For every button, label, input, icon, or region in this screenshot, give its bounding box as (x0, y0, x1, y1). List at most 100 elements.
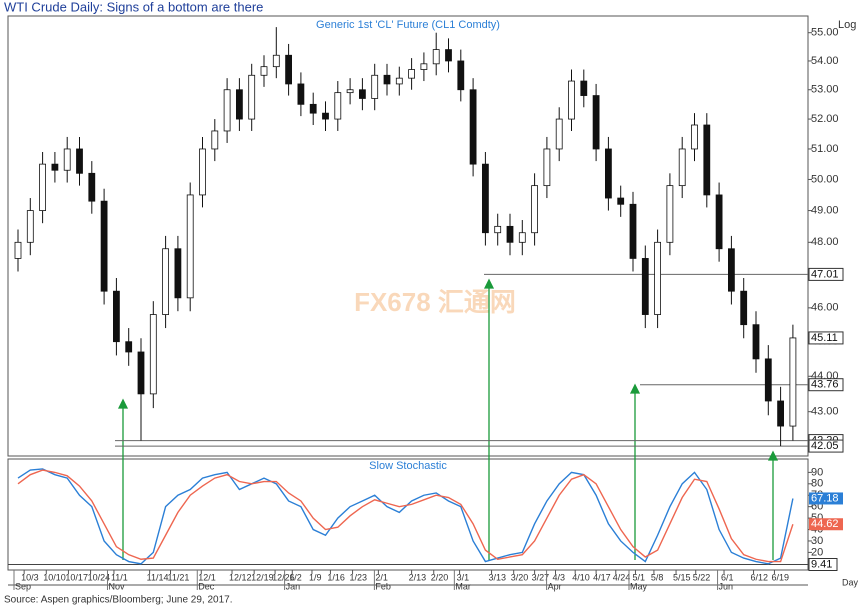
x-tick-label: 12/12 (229, 572, 252, 582)
stoch-tick-label: 90 (811, 466, 823, 478)
candle-body (125, 341, 133, 353)
last-price: 45.11 (811, 332, 838, 344)
candle-body (580, 80, 588, 96)
x-tick-label: 4/10 (572, 572, 590, 582)
candle-body (555, 118, 563, 150)
stoch-line (17, 469, 794, 563)
chart-title: WTI Crude Daily: Signs of a bottom are t… (4, 0, 263, 14)
scale-label: Log (838, 19, 856, 31)
candle-body (371, 74, 379, 99)
candle-body (346, 89, 354, 94)
stoch-title: Slow Stochastic (369, 460, 447, 472)
candle-body (777, 400, 784, 427)
price-label: 47.01 (811, 268, 839, 280)
x-tick-label: 4/3 (553, 572, 566, 582)
y-tick-label: 55.00 (811, 27, 839, 39)
x-tick-label: 4/24 (613, 572, 631, 582)
candle-body (518, 232, 526, 243)
x-tick-label: 4/17 (593, 572, 611, 582)
candle-body (88, 172, 96, 202)
x-tick-label: 5/1 (632, 572, 645, 582)
candle-body (752, 324, 760, 360)
candle-body (39, 163, 46, 211)
x-tick-label: 2/13 (409, 572, 427, 582)
y-tick-label: 49.00 (811, 204, 839, 216)
candle-body (26, 210, 34, 243)
y-tick-label: 54.00 (811, 55, 839, 67)
x-tick-label: 12/19 (251, 572, 274, 582)
candle-body (395, 77, 403, 85)
candle-body (420, 63, 428, 70)
x-unit: Day (842, 577, 859, 587)
candle-body (408, 69, 416, 79)
x-tick-label: 6/1 (721, 572, 734, 582)
candle-body (605, 148, 612, 199)
x-tick-label: 10/24 (88, 572, 111, 582)
month-label: Mar (455, 581, 471, 591)
y-tick-label: 51.00 (811, 143, 839, 155)
x-tick-label: 1/9 (309, 572, 322, 582)
candle-body (14, 241, 22, 259)
stoch-low-box (808, 558, 838, 572)
x-tick-label: 11/21 (168, 572, 190, 582)
candle-body (494, 225, 502, 234)
candle-body (789, 337, 797, 427)
candle-body (629, 203, 637, 259)
candle-body (691, 124, 698, 150)
candle-body (703, 124, 711, 196)
stoch-value-box (809, 518, 843, 531)
candle-body (285, 54, 293, 85)
source: Source: Aspen graphics/Bloomberg; June 2… (4, 595, 232, 606)
price-label-box (808, 439, 844, 453)
price-label: 42.05 (811, 440, 839, 452)
candle-body (235, 89, 243, 120)
candle-body (740, 290, 748, 326)
y-tick-label: 53.00 (811, 84, 839, 96)
candle-body (162, 248, 170, 315)
x-tick-label: 3/27 (532, 572, 550, 582)
x-tick-label: 6/19 (771, 572, 789, 582)
x-tick-label: 5/22 (693, 572, 711, 582)
candle-body (728, 248, 735, 292)
candle-body (322, 112, 329, 120)
subtitle: Generic 1st 'CL' Future (CL1 Comdty) (316, 19, 500, 31)
candle-body (211, 130, 219, 150)
stoch-value-box (809, 492, 843, 505)
candle-body (334, 92, 342, 120)
x-tick-label: 11/14 (147, 572, 169, 582)
candle-body (481, 163, 489, 234)
candle-body (641, 258, 649, 315)
candle-body (506, 225, 514, 243)
x-tick-label: 5/15 (673, 572, 691, 582)
x-tick-label: 12/1 (198, 572, 216, 582)
x-tick-label: 3/13 (489, 572, 507, 582)
candle-body (76, 148, 83, 174)
last-price-box (808, 331, 844, 345)
x-tick-label: 6/12 (751, 572, 769, 582)
x-tick-label: 2/1 (375, 572, 388, 582)
month-label: Jun (719, 581, 734, 591)
candle-body (272, 54, 280, 68)
candle-body (113, 290, 120, 343)
price-label-box (808, 267, 844, 281)
candle-body (383, 74, 391, 85)
candle-body (568, 80, 575, 120)
candle-body (199, 148, 206, 196)
candle-body (592, 95, 600, 150)
stoch-tick-label: 30 (811, 535, 823, 547)
candle-body (51, 163, 59, 171)
y-tick-label: 46.00 (811, 302, 839, 314)
x-tick-label: 3/1 (457, 572, 470, 582)
x-tick-label: 10/17 (65, 572, 88, 582)
candle-body (358, 89, 366, 99)
x-tick-label: 10/3 (21, 572, 39, 582)
price-panel (7, 15, 809, 457)
x-tick-label: 1/16 (327, 572, 345, 582)
candle-body (457, 60, 465, 91)
x-tick-label: 12/26 (272, 572, 295, 582)
y-tick-label: 52.00 (811, 113, 839, 125)
candle-body (100, 200, 108, 292)
candle-body (715, 194, 723, 250)
stoch-tick-label: 20 (811, 546, 823, 558)
x-tick-label: 10/10 (43, 572, 66, 582)
